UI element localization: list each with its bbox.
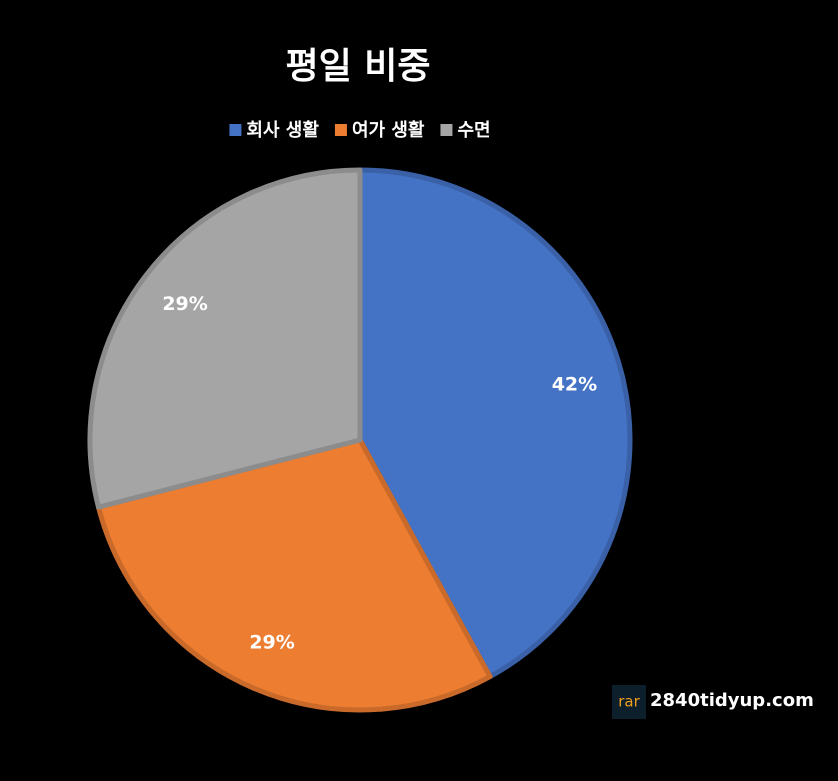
legend-swatch <box>229 124 242 136</box>
pie-slice <box>87 167 363 510</box>
legend-swatch <box>440 124 453 136</box>
pie-slice <box>357 167 633 680</box>
data-label: 42% <box>552 373 597 395</box>
legend-label: 여가 생활 <box>352 120 425 141</box>
legend-label: 수면 <box>457 120 490 141</box>
watermark-text: 2840tidyup.com <box>650 690 814 711</box>
data-label: 29% <box>162 293 207 315</box>
watermark-badge <box>612 685 646 719</box>
data-label: 29% <box>249 632 294 654</box>
legend: 회사 생활 여가 생활 수면 <box>229 120 491 141</box>
watermark-icon: rar <box>618 693 640 711</box>
pie-slice <box>95 437 493 713</box>
chart-title: 평일 비중 <box>285 46 430 87</box>
legend-swatch <box>334 124 347 136</box>
legend-label: 회사 생활 <box>246 120 319 141</box>
